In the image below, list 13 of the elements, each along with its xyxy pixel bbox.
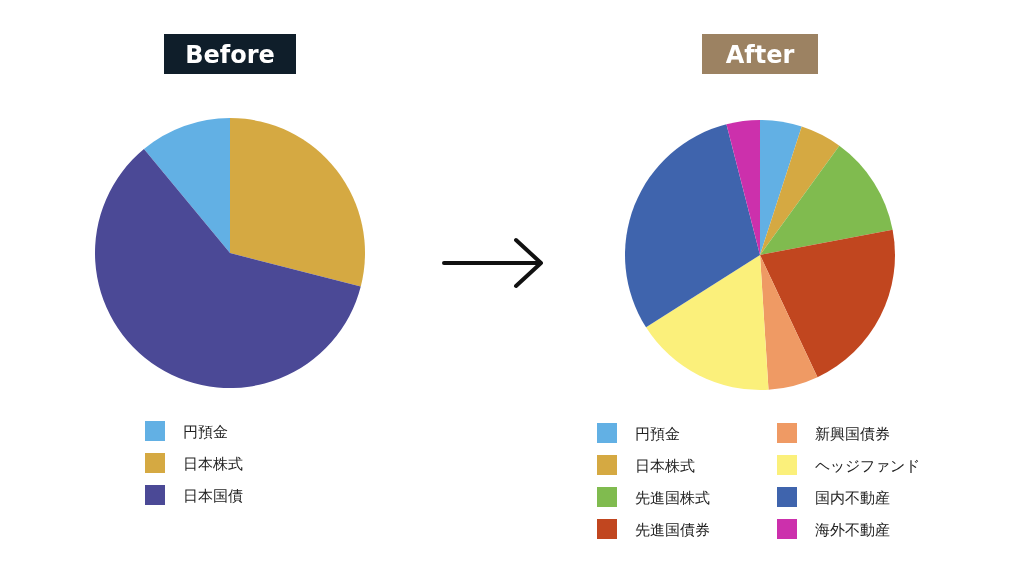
legend-label: 先進国債券 (635, 521, 710, 539)
legend-label: 日本株式 (635, 457, 695, 475)
legend-label: 日本株式 (183, 455, 243, 473)
legend-label: ヘッジファンド (815, 457, 920, 475)
legend-label: 円預金 (183, 423, 228, 441)
chart-title: Before (185, 41, 275, 69)
legend-label: 先進国株式 (635, 489, 710, 507)
legend-label: 日本国債 (183, 487, 243, 505)
legend-label: 国内不動産 (815, 489, 890, 507)
legend-label: 海外不動産 (815, 521, 890, 539)
legend-label: 新興国債券 (815, 425, 890, 443)
chart-title: After (725, 41, 795, 69)
legend-label: 円預金 (635, 425, 680, 443)
